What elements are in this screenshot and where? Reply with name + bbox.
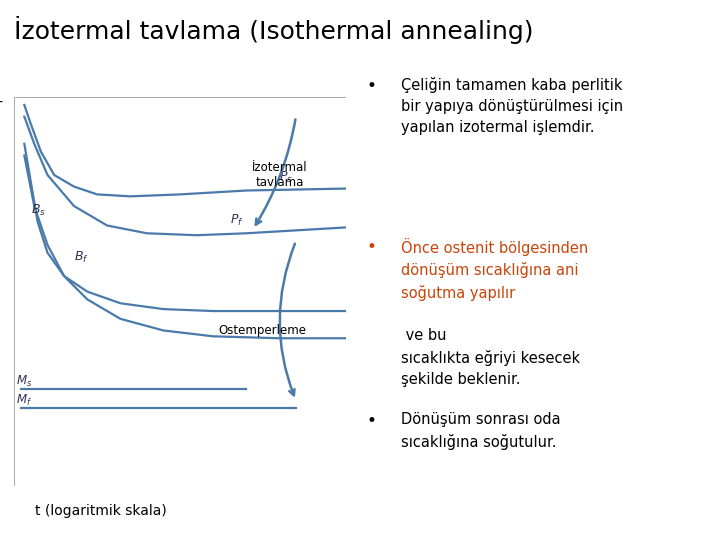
Text: T: T (0, 101, 3, 116)
Text: Ostemperleme: Ostemperleme (219, 324, 307, 337)
Text: $B_s$: $B_s$ (31, 203, 46, 218)
Text: İzotermal
tavlama: İzotermal tavlama (251, 161, 307, 189)
Text: ve bu
sıcaklıkta eğriyi kesecek
şekilde beklenir.: ve bu sıcaklıkta eğriyi kesecek şekilde … (402, 328, 580, 387)
Text: İzotermal tavlama (Isothermal annealing): İzotermal tavlama (Isothermal annealing) (14, 16, 534, 44)
Text: $P_s$: $P_s$ (279, 170, 293, 185)
Text: $P_f$: $P_f$ (230, 213, 243, 228)
Text: Önce ostenit bölgesinden
dönüşüm sıcaklığına ani
soğutma yapılır: Önce ostenit bölgesinden dönüşüm sıcaklı… (402, 238, 589, 301)
Text: t (logaritmik skala): t (logaritmik skala) (35, 504, 166, 518)
Text: $B_f$: $B_f$ (74, 249, 89, 265)
Text: •: • (367, 77, 377, 95)
Text: Çeliğin tamamen kaba perlitik
bir yapıya dönüştürülmesi için
yapılan izotermal i: Çeliğin tamamen kaba perlitik bir yapıya… (402, 77, 624, 135)
Text: •: • (367, 238, 377, 255)
Text: •: • (367, 412, 377, 430)
Text: Dönüşüm sonrası oda
sıcaklığına soğutulur.: Dönüşüm sonrası oda sıcaklığına soğutulu… (402, 412, 561, 449)
Text: $M_s$: $M_s$ (16, 374, 32, 389)
Text: $M_f$: $M_f$ (16, 393, 32, 408)
